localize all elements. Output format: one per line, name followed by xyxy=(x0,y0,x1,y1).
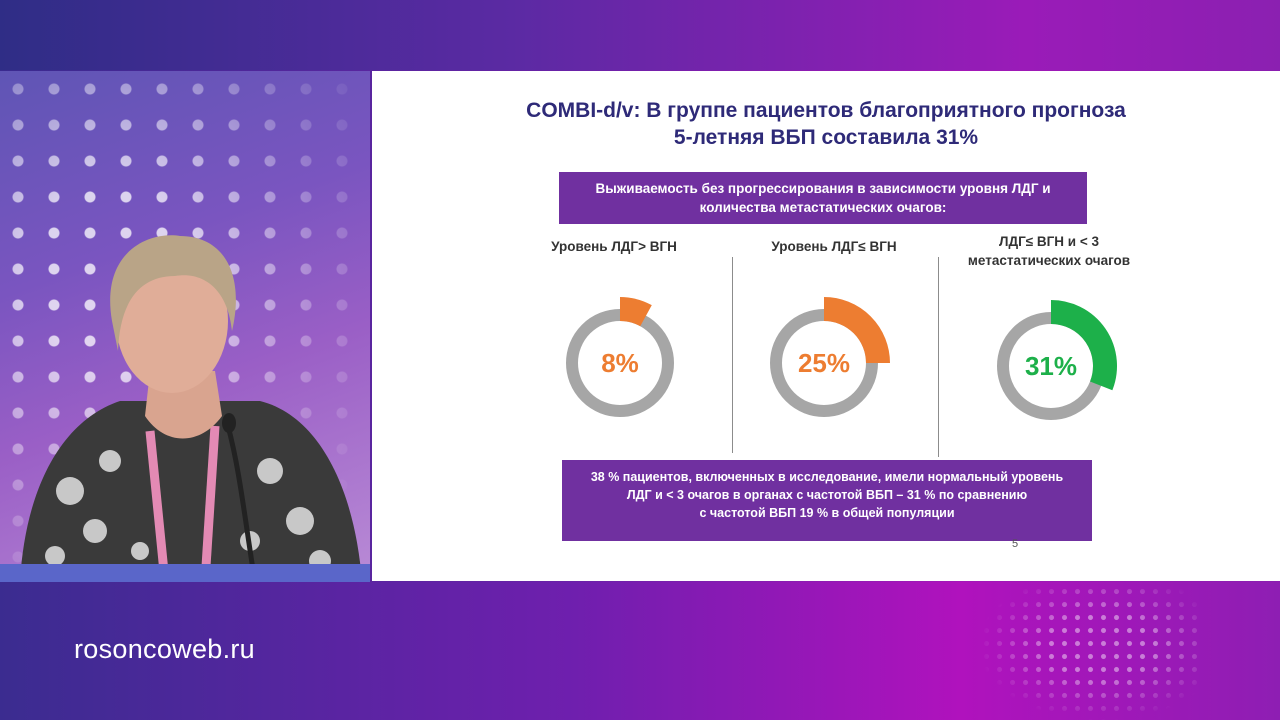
donut-1-value-label: 8% xyxy=(601,348,639,378)
donut-chart-2: 25% xyxy=(770,297,890,417)
donut-1-value-arc xyxy=(619,297,652,327)
decorative-dot-pattern xyxy=(980,585,1200,720)
presentation-slide: COMBI-d/v: В группе пациентов благоприят… xyxy=(372,71,1280,581)
slide-title: COMBI-d/v: В группе пациентов благоприят… xyxy=(372,97,1280,151)
section-header-line-1: Выживаемость без прогрессирования в зави… xyxy=(595,181,1051,196)
donut-chart-1: 8% xyxy=(566,297,674,417)
speaker-figure xyxy=(20,235,362,582)
donut-2-value-arc xyxy=(823,297,890,364)
site-url-text: rosoncoweb.ru xyxy=(74,634,255,664)
column-divider-2 xyxy=(938,257,939,457)
column-label-1-text: Уровень ЛДГ> ВГН xyxy=(551,239,677,254)
speaker-video-panel xyxy=(0,71,370,582)
summary-line-1: 38 % пациентов, включенных в исследовани… xyxy=(590,470,1064,484)
summary-box: 38 % пациентов, включенных в исследовани… xyxy=(562,460,1092,541)
donut-2-value-label: 25% xyxy=(798,348,850,378)
column-label-3-line-1: ЛДГ≤ ВГН и < 3 xyxy=(999,234,1099,249)
top-banner xyxy=(0,0,1280,70)
donut-chart-3: 31% xyxy=(997,300,1117,420)
donut-3-value-arc xyxy=(1050,300,1117,391)
summary-line-3: с частотой ВБП 19 % в общей популяции xyxy=(699,506,955,520)
slide-title-line-1: COMBI-d/v: В группе пациентов благоприят… xyxy=(526,99,1126,122)
column-label-3-line-2: метастатических очагов xyxy=(967,253,1131,268)
donut-3-value-label: 31% xyxy=(1025,351,1077,381)
column-label-1: Уровень ЛДГ> ВГН xyxy=(524,237,704,256)
slide-title-line-2: 5-летняя ВБП составила 31% xyxy=(673,126,979,149)
bottom-banner xyxy=(0,582,1280,720)
column-label-3: ЛДГ≤ ВГН и < 3 метастатических очагов xyxy=(944,232,1154,270)
section-header-box: Выживаемость без прогрессирования в зави… xyxy=(559,172,1087,224)
slide-page-number: 5 xyxy=(1012,538,1019,550)
summary-line-2: ЛДГ и < 3 очагов в органах с частотой ВБ… xyxy=(626,488,1028,502)
camera-bottom-strip xyxy=(0,564,370,582)
column-label-2: Уровень ЛДГ≤ ВГН xyxy=(744,237,924,256)
column-label-2-text: Уровень ЛДГ≤ ВГН xyxy=(771,239,897,254)
column-divider-1 xyxy=(732,257,733,453)
section-header-line-2: количества метастатических очагов: xyxy=(699,200,947,215)
